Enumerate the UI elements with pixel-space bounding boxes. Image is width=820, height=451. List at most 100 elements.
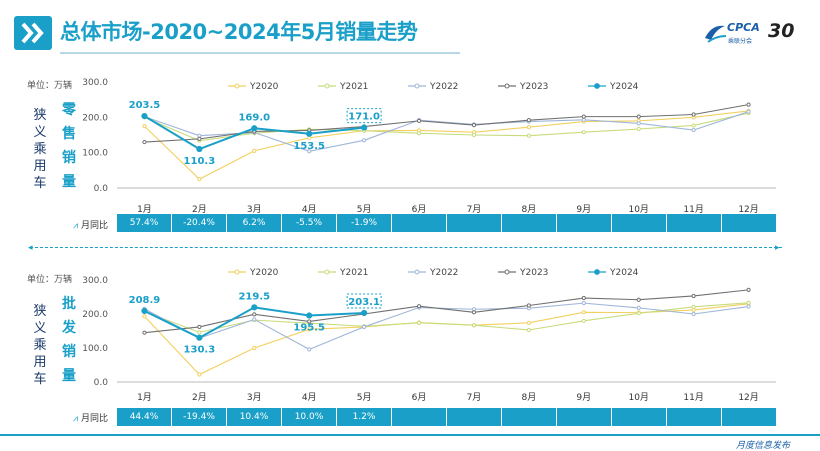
yoy-cell: 10.4%: [227, 408, 282, 426]
trend-icon: ⩘: [73, 414, 79, 424]
data-point-Y2023: [197, 324, 202, 330]
x-tick-label: 9月: [576, 392, 591, 403]
data-point-Y2022: [746, 109, 751, 114]
legend-label: Y2023: [519, 82, 548, 92]
yoy-row-retail: 57.4% -20.4% 6.2% -5.5% -1.9%: [117, 214, 776, 232]
data-point-Y2022: [307, 149, 312, 154]
data-point-Y2021: [636, 311, 641, 316]
highlight-box: [346, 108, 382, 124]
data-label: 171.0: [348, 112, 380, 123]
data-label: 219.5: [238, 291, 270, 302]
unit-label-wholesale: 单位：万辆: [27, 275, 73, 285]
yoy-cell: [502, 214, 557, 232]
data-label: 203.5: [129, 100, 161, 111]
data-label: 195.5: [293, 323, 325, 334]
double-chevron-icon: [14, 16, 52, 50]
x-tick-label: 1月: [137, 392, 152, 403]
unit-label-retail: 单位：万辆: [27, 81, 73, 91]
data-point-Y2023: [691, 112, 696, 117]
data-point-Y2021: [636, 126, 641, 132]
yoy-cell: [722, 214, 776, 232]
x-tick-label: 4月: [302, 392, 317, 403]
x-tick-label: 12月: [738, 392, 758, 403]
legend-label: Y2024: [609, 82, 639, 92]
legend-label: Y2022: [429, 268, 458, 278]
yoy-cell: [557, 408, 612, 426]
x-tick-label: 1月: [137, 204, 152, 215]
data-point-Y2021: [197, 330, 202, 335]
data-point-Y2024: [196, 145, 203, 153]
x-tick-label: 10月: [628, 392, 648, 403]
y-tick-label: 100.0: [82, 149, 108, 159]
y-tick-label: 100.0: [82, 344, 108, 354]
data-point-Y2024: [141, 307, 148, 315]
x-tick-label: 7月: [467, 392, 482, 403]
legend-marker: [594, 269, 600, 275]
logo-anniversary: 30: [768, 20, 795, 42]
title-underline: [60, 52, 460, 54]
data-point-Y2021: [691, 304, 696, 309]
y-tick-label: 200.0: [82, 113, 108, 123]
data-point-Y2021: [691, 123, 696, 128]
data-point-Y2023: [746, 287, 751, 292]
cpca-swoosh-icon: [705, 25, 727, 43]
x-tick-label: 5月: [357, 392, 372, 403]
legend-marker: [234, 269, 240, 275]
yoy-cell: [447, 408, 502, 426]
data-point-Y2023: [471, 310, 477, 315]
x-tick-label: 11月: [683, 204, 703, 215]
yoy-cell: [667, 408, 722, 426]
legend-label: Y2023: [519, 268, 548, 278]
arrow-right-icon: ▸: [775, 243, 780, 253]
y-tick-label: 0.0: [94, 378, 109, 388]
arrow-left-icon: ◂: [28, 243, 33, 253]
data-point-Y2021: [581, 318, 586, 323]
legend-label: Y2024: [609, 268, 639, 278]
data-label: 203.1: [348, 297, 380, 308]
yoy-row-wholesale: 44.4% -19.4% 10.4% 10.0% 1.2%: [117, 408, 776, 426]
wholesale-chart: 0.0 100.0 200.0 300.0 1月 2月 3月 4月 5月 6月 7月 8月 9月 10月 1…: [82, 268, 776, 403]
series-line-Y2021: [144, 112, 749, 142]
y-tick-label: 300.0: [82, 78, 108, 88]
trend-icon: ⩘: [73, 221, 79, 231]
series-line-Y2022: [144, 302, 749, 350]
yoy-cell: 1.2%: [337, 408, 392, 426]
data-point-Y2023: [636, 114, 641, 119]
x-tick-label: 2月: [192, 204, 207, 215]
data-point-Y2021: [471, 323, 477, 328]
data-point-Y2021: [416, 131, 422, 136]
data-point-Y2024: [251, 125, 258, 132]
footer-text: 月度信息发布: [735, 441, 790, 451]
data-point-Y2022: [691, 311, 696, 317]
data-label: 130.3: [184, 345, 216, 356]
data-point-Y2020: [142, 124, 147, 129]
yoy-cell: 6.2%: [227, 214, 282, 232]
data-point-Y2024: [306, 312, 313, 319]
data-point-Y2023: [636, 297, 641, 302]
data-point-Y2022: [362, 324, 367, 330]
page-title: 总体市场-2020~2024年5月销量走势: [60, 20, 418, 44]
data-point-Y2020: [197, 177, 202, 182]
data-point-Y2022: [746, 304, 751, 309]
yoy-label-text: 月同比: [80, 221, 108, 231]
data-point-Y2020: [581, 310, 586, 315]
x-tick-label: 10月: [628, 204, 648, 215]
logo-brand: CPCA: [727, 21, 760, 34]
data-point-Y2023: [471, 123, 477, 128]
series-line-Y2020: [144, 110, 749, 180]
x-tick-label: 3月: [247, 204, 262, 215]
data-point-Y2020: [526, 125, 531, 130]
x-tick-label: 9月: [576, 204, 591, 215]
legend-marker: [414, 83, 420, 89]
yoy-cell: [612, 214, 667, 232]
series-line-Y2020: [144, 303, 749, 376]
legend-marker: [414, 269, 420, 275]
data-point-Y2024: [306, 130, 313, 137]
metric-label-retail: 零售销量: [62, 102, 76, 190]
cpca-logo: CPCA 乘联分会 30: [702, 18, 807, 48]
yoy-cell: [557, 214, 612, 232]
data-point-Y2024: [251, 304, 258, 311]
yoy-cell: -19.4%: [172, 408, 227, 426]
highlight-box: [346, 293, 382, 309]
yoy-cell: -5.5%: [282, 214, 337, 232]
